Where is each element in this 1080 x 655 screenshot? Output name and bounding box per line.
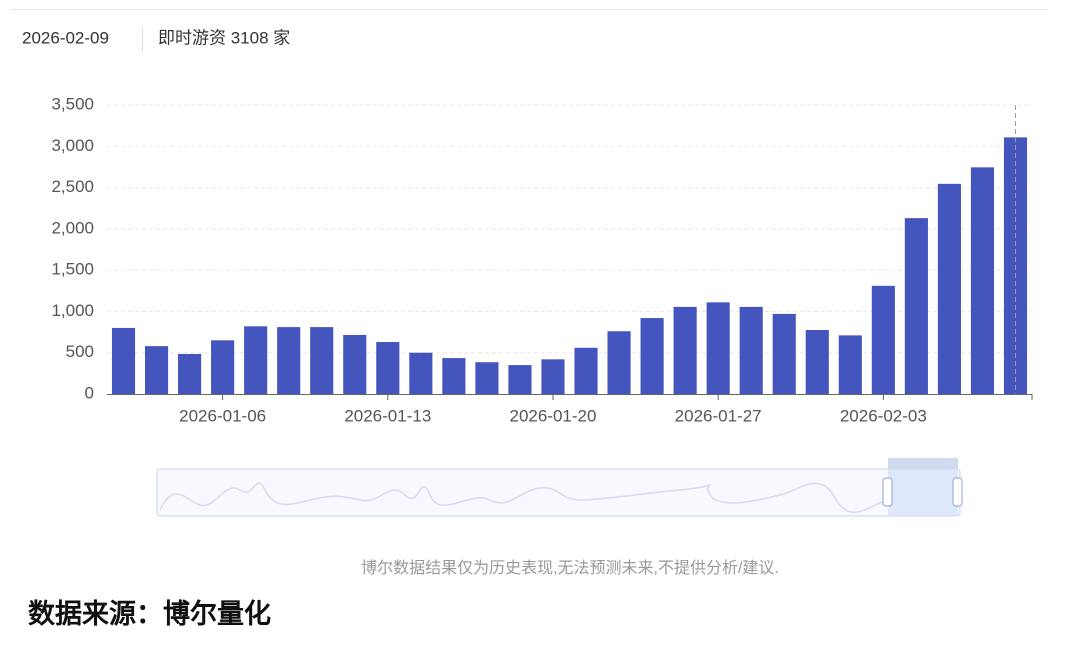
bar (277, 327, 301, 394)
zoom-slider[interactable] (156, 458, 963, 517)
x-tick-label: 2026-01-13 (344, 406, 431, 425)
x-tick-label: 2026-01-06 (179, 406, 266, 425)
bar (310, 327, 334, 394)
source: 数据来源：博尔量化 (28, 598, 271, 629)
y-tick-label: 3,000 (51, 136, 94, 155)
header-date: 2026-02-09 (22, 28, 109, 47)
y-tick-label: 3,500 (51, 94, 94, 113)
bar (574, 347, 598, 394)
bar (409, 352, 433, 394)
bar (673, 306, 697, 394)
bar (178, 353, 202, 394)
x-tick-label: 2026-01-20 (509, 406, 596, 425)
bar (970, 167, 995, 394)
bar (541, 359, 565, 394)
bar (144, 346, 169, 394)
y-tick-label: 2,000 (51, 218, 94, 237)
header-label: 即时游资 3108 家 (158, 28, 290, 47)
bar (508, 365, 532, 394)
disclaimer: 博尔数据结果仅为历史表现,无法预测未来,不提供分析/建议. (361, 559, 779, 577)
slider-handle-top (888, 458, 958, 469)
y-tick-label: 500 (66, 342, 94, 361)
bar (904, 218, 928, 394)
bar (805, 330, 829, 394)
bar (739, 306, 763, 394)
y-tick-label: 2,500 (51, 177, 94, 196)
bar (838, 335, 862, 394)
slider-sparkline (159, 482, 889, 513)
bar (211, 340, 235, 394)
bar (244, 326, 268, 394)
y-tick-label: 1,500 (51, 260, 94, 279)
slider-handle-left[interactable] (882, 477, 893, 507)
bar (706, 302, 730, 394)
bar (475, 362, 499, 394)
bar (937, 183, 961, 394)
bar (343, 334, 367, 394)
bar (640, 318, 664, 394)
slider-window (888, 469, 958, 516)
bar (442, 358, 466, 394)
x-tick-label: 2026-01-27 (675, 406, 762, 425)
bar (772, 313, 796, 394)
bar (376, 341, 400, 394)
y-tick-label: 1,000 (51, 301, 94, 320)
bar (111, 327, 136, 394)
bar (607, 331, 631, 394)
y-tick-label: 0 (85, 383, 94, 402)
slider-handle-right[interactable] (952, 477, 963, 507)
bar (871, 285, 895, 394)
x-tick-label: 2026-02-03 (840, 406, 927, 425)
